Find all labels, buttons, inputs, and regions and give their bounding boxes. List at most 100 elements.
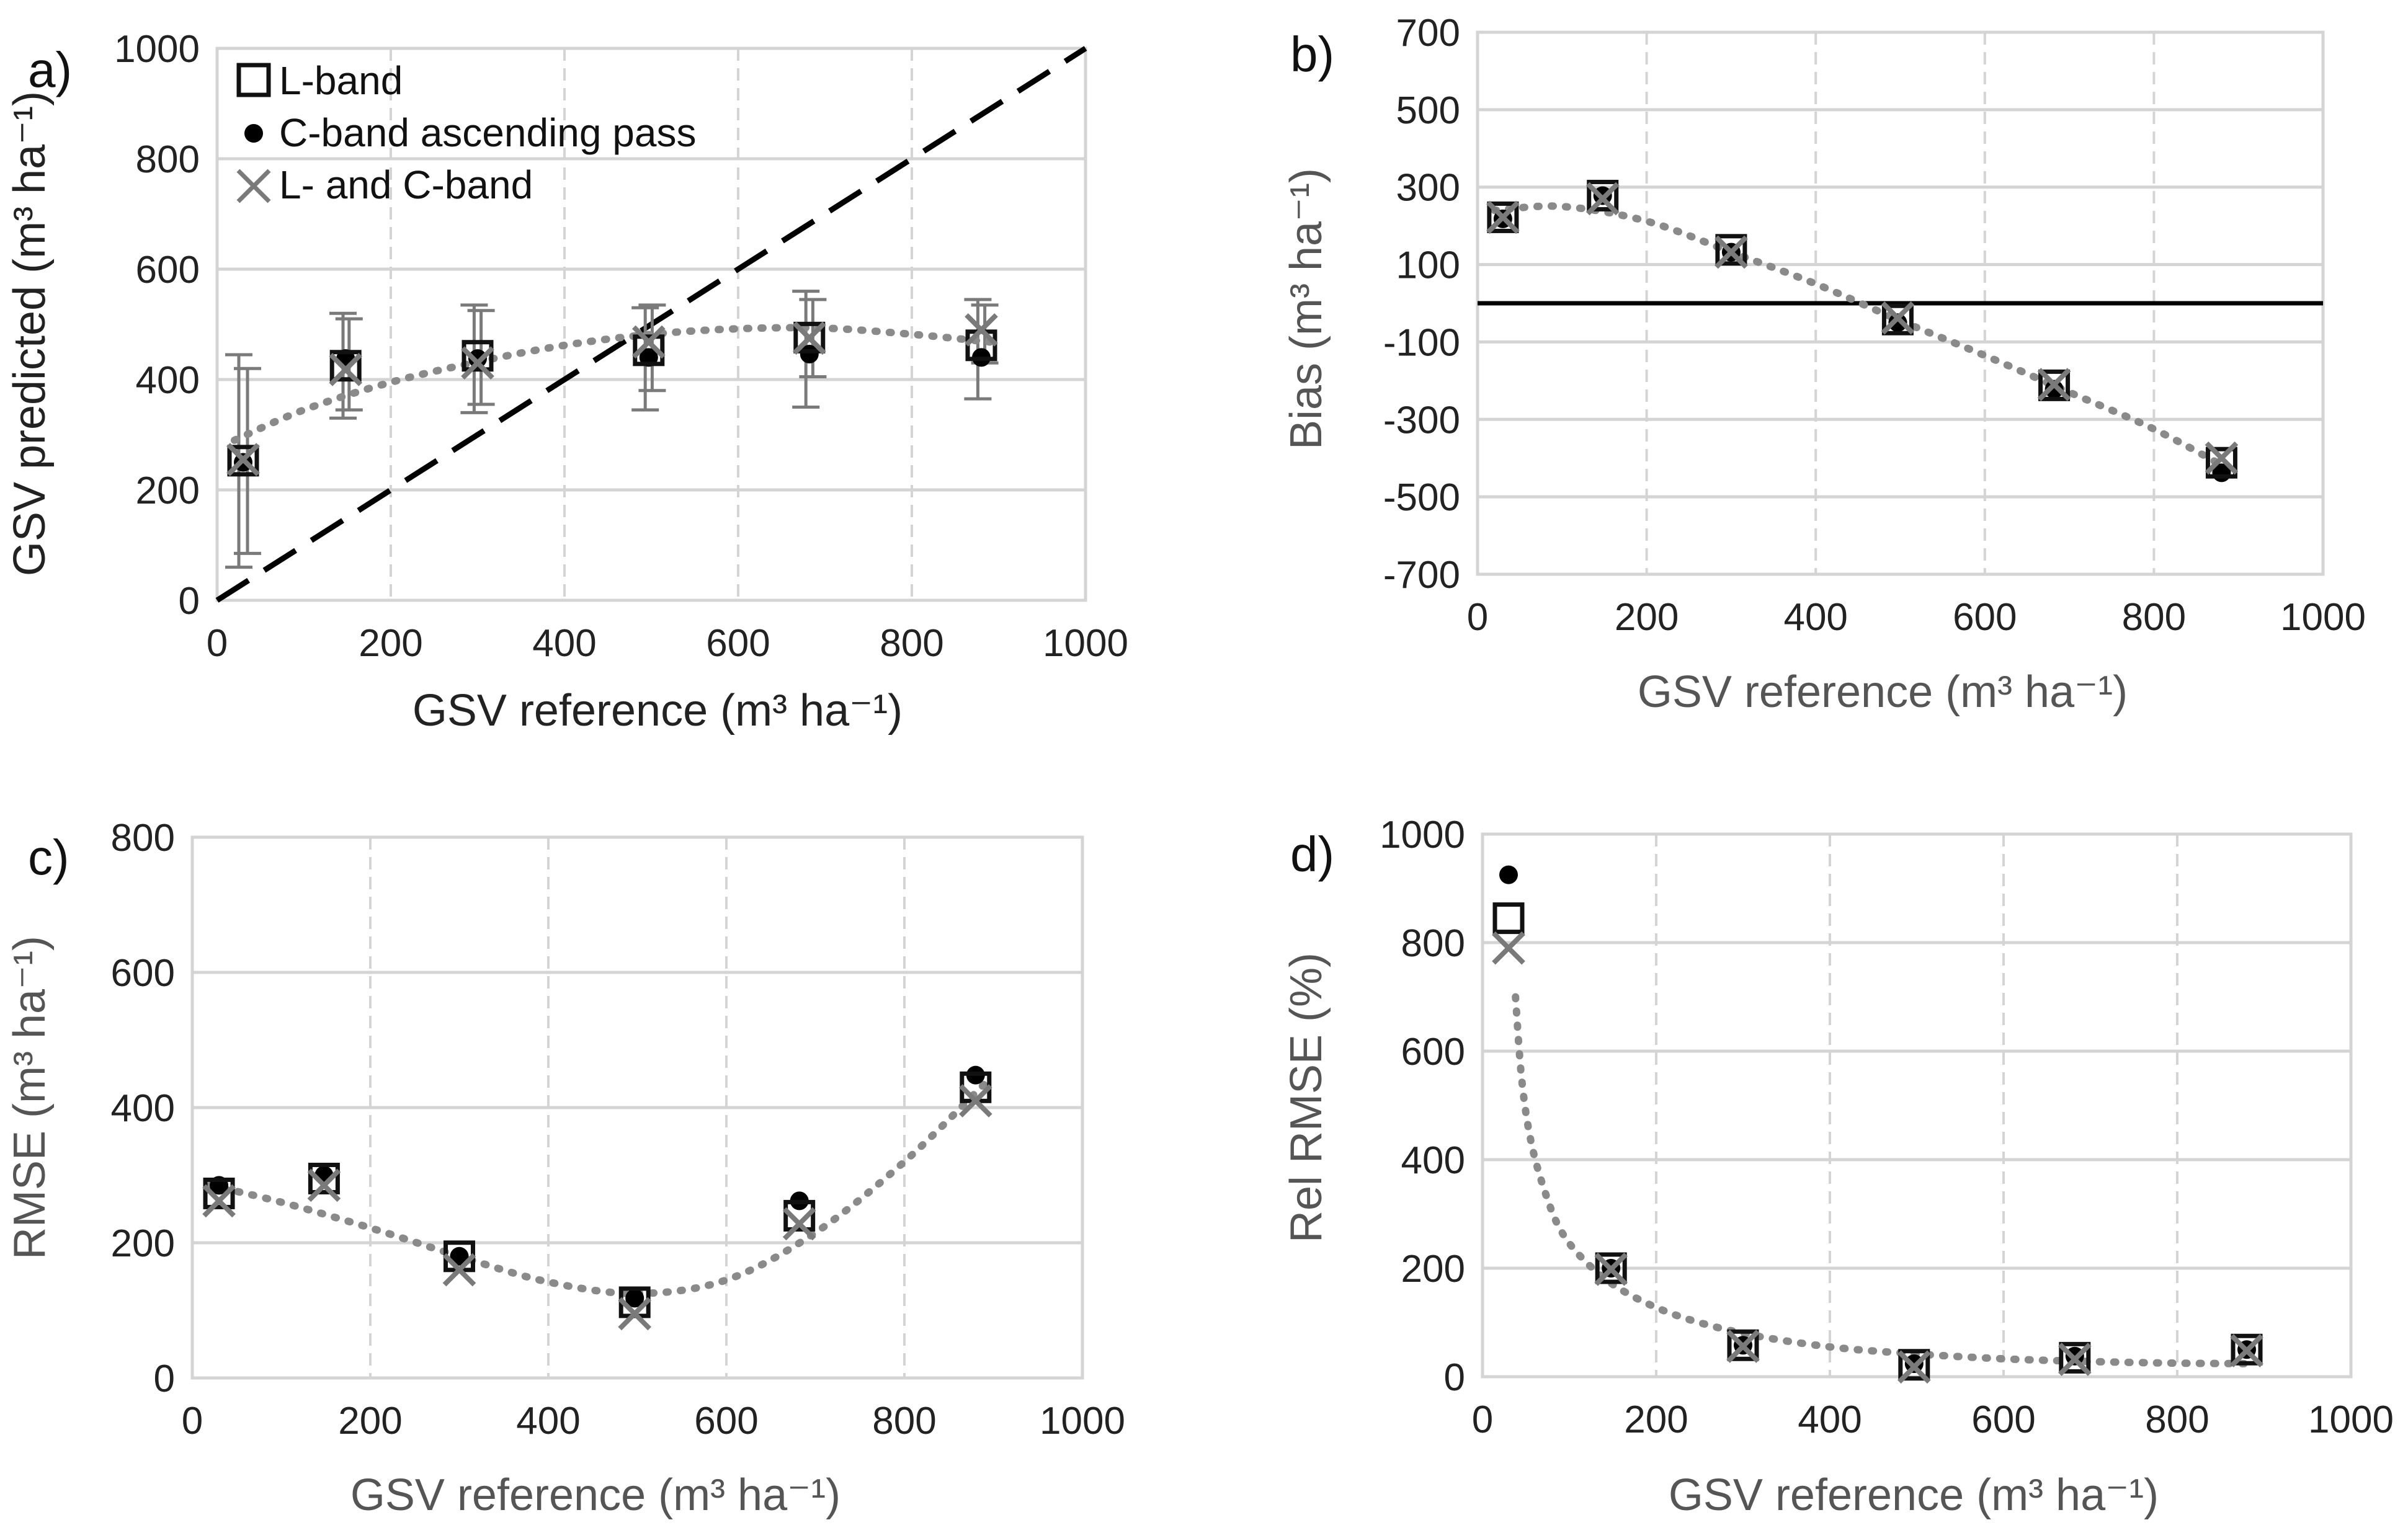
y-tick-label: 800 [1401,922,1465,965]
data-point-square [1492,902,1525,935]
data-point-cross [2230,1334,2263,1367]
data-point-cross [1715,235,1748,269]
y-tick-label: 0 [1444,1356,1465,1399]
y-tick-label: 500 [1396,89,1460,132]
y-tick-label: -100 [1383,321,1460,364]
data-point-circle [1499,865,1518,884]
data-point-cross [618,1297,652,1331]
plot-frame [215,47,1087,602]
data-point-cross [792,321,826,355]
data-point-cross [461,346,494,380]
y-tick-label: 400 [1401,1139,1465,1182]
data-point-square [783,1199,816,1232]
x-tick-label: 400 [532,622,596,665]
y-tick-label: 800 [136,138,200,181]
panel-label-d: d) [1290,827,1334,882]
data-point-square [633,334,665,367]
data-point-square [1715,234,1747,266]
data-point-square [1881,303,1914,335]
data-point-cross [631,325,666,359]
data-point-square [2231,1333,2263,1366]
y-tick-label: -700 [1383,554,1460,597]
panel-label-c: c) [28,830,69,885]
data-point-cross [1594,1252,1628,1286]
data-point-cross [2058,1343,2092,1376]
series-cross [202,1084,992,1331]
panel-label-a: a) [28,42,72,97]
y-axis-title-a: GSV predicted (m³ ha⁻¹) [5,91,55,576]
x-tick-label: 400 [516,1400,580,1442]
x-tick-label: 600 [694,1400,758,1442]
y-tick-label: 200 [136,469,200,512]
y-tick-label: 400 [136,359,200,402]
legend-label-l-and-c-band: L- and C-band [279,162,533,207]
x-tick-label: 0 [1472,1398,1493,1441]
data-point-cross [965,313,998,347]
x-axis-title-c: GSV reference (m³ ha⁻¹) [350,1470,841,1520]
data-point-circle [625,1289,644,1308]
trend-line [231,324,994,444]
x-tick-label: 600 [1953,596,2017,639]
gridlines [190,835,1084,1380]
data-point-square [1727,1329,1759,1361]
data-point-square [329,350,362,382]
data-point-cross [329,353,363,386]
x-tick-label: 200 [359,622,422,665]
y-tick-label: 0 [179,580,200,623]
trend-line [1491,202,2234,474]
data-point-circle [468,349,487,368]
data-point-cross [782,1207,816,1241]
data-point-cross [1897,1350,1931,1384]
panel-b: b) Bias (m³ ha⁻¹) GSV reference (m³ ha⁻¹… [1282,12,2366,717]
y-tick-label: 200 [1401,1248,1465,1291]
data-point-square [462,340,494,372]
y-tick-label: 400 [111,1087,175,1130]
data-point-square [2059,1341,2091,1374]
x-tick-label: 800 [880,622,943,665]
trend-line [1512,993,2259,1367]
data-point-cross [307,1168,341,1202]
data-point-circle [450,1246,469,1266]
legend-label-l-band: L-band [279,58,403,103]
data-point-cross [1492,931,1525,965]
trend-line [206,1080,989,1297]
y-axis-title-c: RMSE (m³ ha⁻¹) [5,936,55,1260]
data-point-cross [442,1253,476,1287]
legend-square-marker [236,63,271,97]
y-tick-label: 800 [111,817,175,860]
x-tick-label: 400 [1783,596,1847,639]
series-square [1492,902,2263,1381]
x-tick-label: 200 [1615,596,1679,639]
y-tick-label: 1000 [114,28,200,71]
data-point-square [308,1162,340,1194]
x-tick-label: 0 [207,622,228,665]
x-tick-label: 400 [1798,1398,1862,1441]
data-point-square [2038,369,2071,401]
series-cross [1492,931,2263,1384]
x-axis-title-a: GSV reference (m³ ha⁻¹) [412,686,903,735]
y-tick-label: 600 [111,952,175,995]
panel-label-b: b) [1290,27,1334,82]
series-square [1487,179,2237,479]
data-point-cross [1881,301,1915,335]
legend: L-band C-band ascending pass L- and C-ba… [236,58,696,207]
x-tick-label: 600 [706,622,770,665]
y-tick-label: 600 [136,249,200,291]
data-point-cross [2205,441,2239,475]
series-cross [1486,182,2239,475]
data-point-circle [1888,313,1907,332]
data-point-cross [1726,1330,1760,1363]
panel-c: c) RMSE (m³ ha⁻¹) GSV reference (m³ ha⁻¹… [5,817,1125,1520]
y-tick-label: 300 [1396,167,1460,210]
x-tick-label: 800 [872,1400,936,1442]
gridlines [1481,832,2353,1379]
x-tick-label: 0 [1467,596,1488,639]
y-tick-label: 0 [154,1357,175,1400]
y-axis-title-b: Bias (m³ ha⁻¹) [1282,168,1331,450]
x-tick-label: 0 [182,1400,203,1442]
data-point-square [2205,447,2237,479]
x-tick-label: 600 [1971,1398,2035,1441]
y-tick-label: -500 [1383,476,1460,519]
